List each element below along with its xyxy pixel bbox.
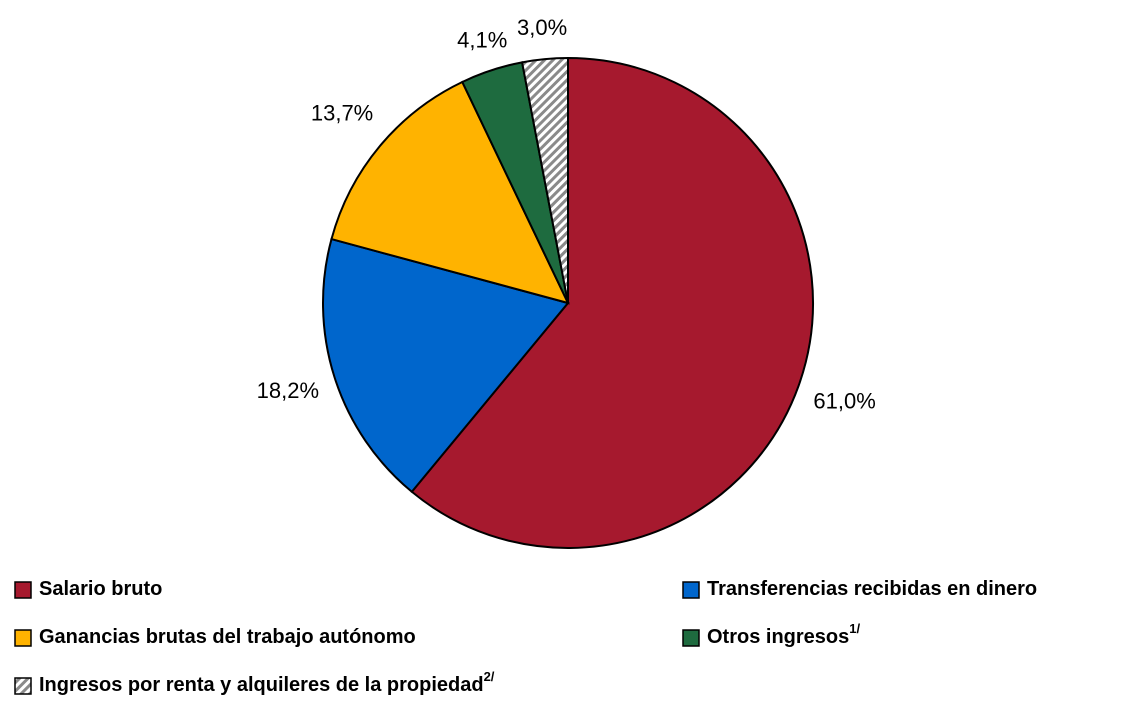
pie-slice bbox=[322, 237, 570, 494]
data-label: 18,2% bbox=[257, 378, 319, 403]
legend-swatch bbox=[682, 629, 700, 647]
data-label: 4,1% bbox=[457, 28, 507, 53]
legend-swatch bbox=[14, 677, 32, 695]
legend-label: Ganancias brutas del trabajo autónomo bbox=[39, 626, 416, 648]
legend-name: Ganancias brutas del trabajo autónomo bbox=[39, 626, 416, 648]
data-label: 61,0% bbox=[813, 388, 875, 413]
legend-note: 2/ bbox=[484, 669, 495, 684]
legend-swatch bbox=[14, 581, 32, 599]
legend-name: Ingresos por renta y alquileres de la pr… bbox=[39, 674, 484, 696]
legend-name: Salario bruto bbox=[39, 578, 162, 600]
legend-swatch bbox=[682, 581, 700, 599]
legend-note: 1/ bbox=[849, 621, 860, 636]
legend-name: Transferencias recibidas en dinero bbox=[707, 578, 1037, 600]
legend-label: Transferencias recibidas en dinero bbox=[707, 578, 1037, 600]
legend-name: Otros ingresos bbox=[707, 626, 849, 648]
legend-label: Salario bruto bbox=[39, 578, 162, 600]
legend-swatch bbox=[14, 629, 32, 647]
data-label: 3,0% bbox=[517, 15, 567, 40]
data-label: 13,7% bbox=[311, 101, 373, 126]
legend-label: Ingresos por renta y alquileres de la pr… bbox=[39, 669, 495, 696]
pie-slice bbox=[330, 80, 570, 305]
pie-slice bbox=[520, 56, 569, 304]
pie-slice bbox=[410, 56, 814, 549]
legend-label: Otros ingresos1/ bbox=[707, 621, 860, 648]
